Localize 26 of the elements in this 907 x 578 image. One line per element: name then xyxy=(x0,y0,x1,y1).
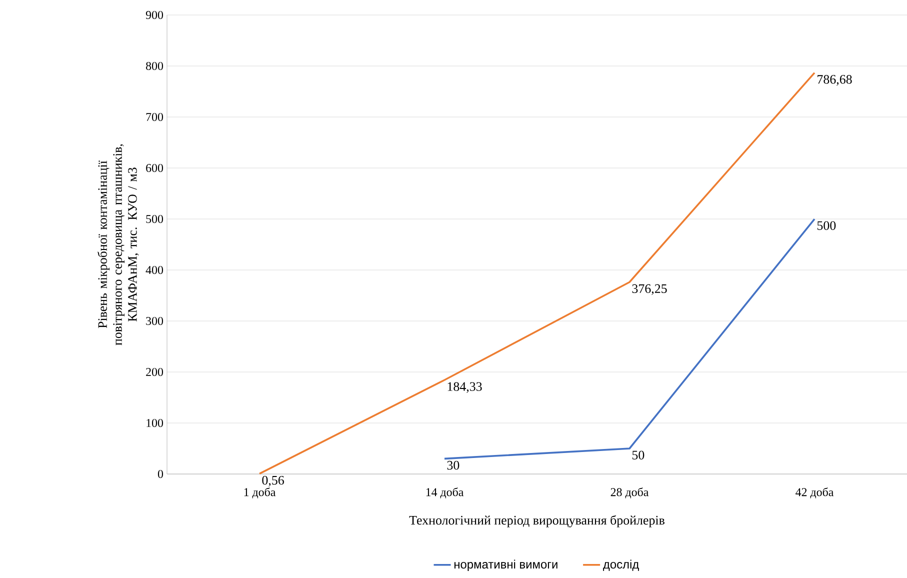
y-tick-label: 0 xyxy=(158,470,164,478)
line-series xyxy=(258,72,816,475)
y-tick-label: 900 xyxy=(146,10,164,20)
data-label: 500 xyxy=(817,221,836,230)
y-tick-label: 800 xyxy=(146,62,164,70)
y-tick-label: 400 xyxy=(146,266,164,274)
data-label: 376,25 xyxy=(632,284,667,295)
y-tick-label: 200 xyxy=(146,368,164,376)
data-label: 184,33 xyxy=(448,382,482,393)
y-tick-label: 100 xyxy=(146,418,164,428)
x-tick-label: 28 доба xyxy=(610,488,649,498)
x-tick-label: 1 доба xyxy=(244,488,276,498)
y-tick-label: 600 xyxy=(146,164,164,172)
y-tick-label: 300 xyxy=(146,316,164,326)
x-tick-label: 14 доба xyxy=(426,488,464,498)
data-label: 50 xyxy=(632,450,644,460)
data-label: 0,56 xyxy=(262,476,284,487)
legend-label: дослід xyxy=(603,560,639,571)
y-axis-title: Рівень мікробної контамінації повітряного середовища пташників, КМАФАнМ, тис. КУО / м3 xyxy=(98,144,139,346)
data-label: 786,68 xyxy=(818,75,852,86)
data-label: 30 xyxy=(447,460,460,470)
y-tick-label: 700 xyxy=(146,112,164,122)
y-tick-label: 500 xyxy=(146,214,164,224)
x-tick-label: 42 доба xyxy=(796,488,834,498)
x-axis-title: Технологічний період вирощування бройлерів xyxy=(409,515,664,528)
legend-label: нормативні вимоги xyxy=(454,560,558,571)
